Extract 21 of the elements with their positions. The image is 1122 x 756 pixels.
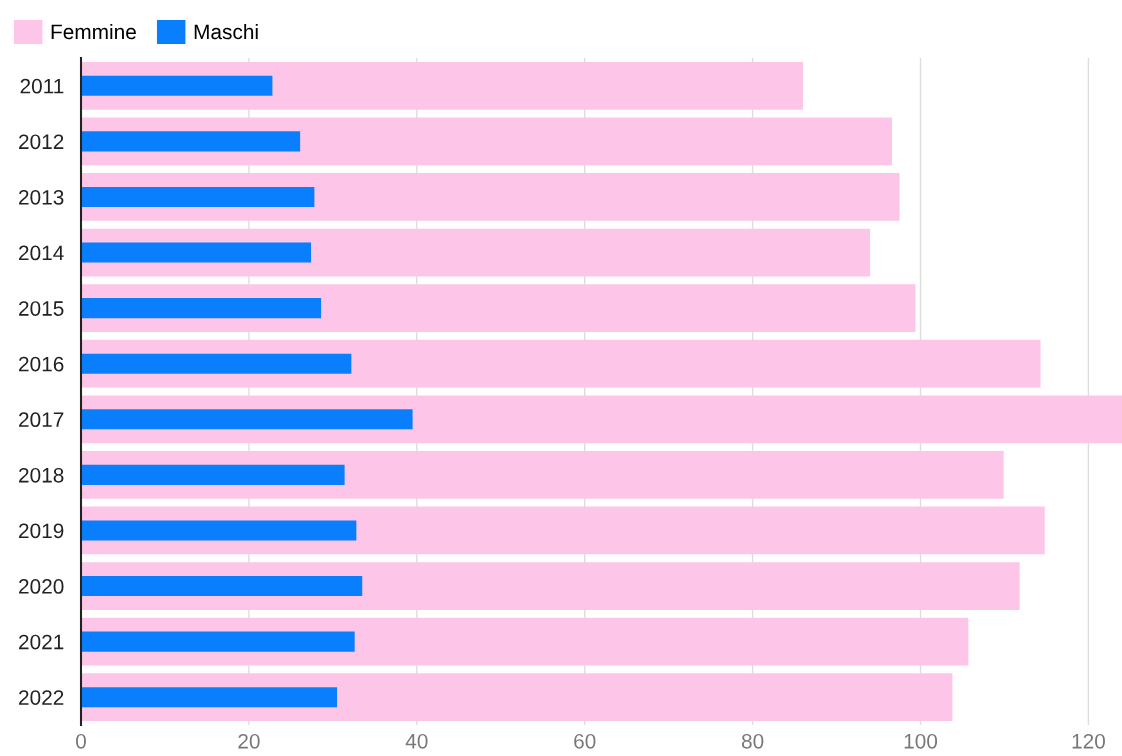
y-tick-label: 2011 — [20, 78, 64, 94]
x-tick-label: 40 — [405, 733, 428, 749]
y-tick-label: 2015 — [19, 301, 64, 316]
y-tick-label: 2012 — [19, 134, 64, 150]
y-tick-label: 2022 — [19, 690, 64, 705]
y-tick-label: 2013 — [19, 189, 64, 205]
legend-label: Femmine — [51, 23, 136, 40]
x-tick-label: 60 — [574, 733, 596, 749]
legend-label: Maschi — [194, 23, 258, 40]
y-tick-label: 2021 — [19, 634, 64, 650]
x-tick-label: 80 — [741, 733, 764, 749]
y-tick-label: 2018 — [19, 467, 64, 483]
y-tick-label: 2016 — [19, 356, 64, 372]
y-tick-label: 2014 — [19, 245, 64, 261]
x-tick-label: 0 — [76, 733, 86, 749]
x-tick-label: 100 — [904, 733, 938, 749]
x-tick-label: 120 — [1072, 733, 1105, 749]
y-tick-label: 2017 — [19, 412, 64, 428]
y-tick-label: 2020 — [19, 579, 64, 594]
y-tick-label: 2019 — [19, 523, 64, 539]
x-tick-label: 20 — [238, 733, 260, 749]
